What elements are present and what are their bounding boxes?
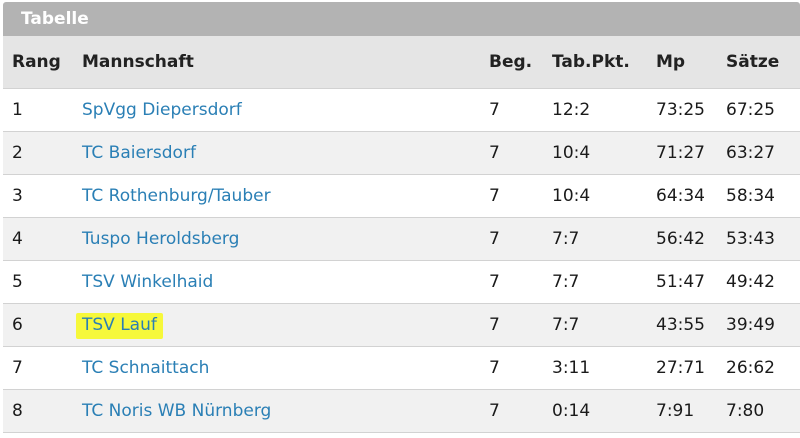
points-cell: 3:11 bbox=[552, 346, 656, 390]
points-cell: 12:2 bbox=[552, 88, 656, 132]
team-cell: TC Noris WB Nürnberg bbox=[82, 389, 489, 433]
rank-cell: 2 bbox=[3, 131, 82, 175]
column-header-points: Tab.Pkt. bbox=[552, 36, 656, 89]
matches-cell: 56:42 bbox=[656, 217, 726, 261]
table-row: 4 Tuspo Heroldsberg 7 7:7 56:42 53:43 bbox=[3, 217, 800, 261]
matches-cell: 27:71 bbox=[656, 346, 726, 390]
team-link[interactable]: TSV Winkelhaid bbox=[82, 272, 214, 292]
matches-cell: 43:55 bbox=[656, 303, 726, 347]
table-row: 8 TC Noris WB Nürnberg 7 0:14 7:91 7:80 bbox=[3, 389, 800, 433]
rank-cell: 3 bbox=[3, 174, 82, 218]
team-cell: TSV Lauf bbox=[76, 303, 489, 347]
sets-cell: 26:62 bbox=[726, 346, 800, 390]
rank-cell: 8 bbox=[3, 389, 82, 433]
sets-cell: 49:42 bbox=[726, 260, 800, 304]
standings-table: Rang Mannschaft Beg. Tab.Pkt. Mp Sätze 1… bbox=[3, 36, 800, 433]
standings-panel: Tabelle Rang Mannschaft Beg. Tab.Pkt. Mp… bbox=[3, 2, 800, 433]
sets-cell: 53:43 bbox=[726, 217, 800, 261]
table-header-row: Rang Mannschaft Beg. Tab.Pkt. Mp Sätze bbox=[3, 36, 800, 89]
sets-cell: 63:27 bbox=[726, 131, 800, 175]
rank-cell: 7 bbox=[3, 346, 82, 390]
team-link[interactable]: TSV Lauf bbox=[76, 313, 163, 339]
sets-cell: 67:25 bbox=[726, 88, 800, 132]
played-cell: 7 bbox=[489, 303, 552, 347]
sets-cell: 7:80 bbox=[726, 389, 800, 433]
points-cell: 7:7 bbox=[552, 217, 656, 261]
played-cell: 7 bbox=[489, 260, 552, 304]
team-link[interactable]: TC Schnaittach bbox=[82, 358, 210, 378]
played-cell: 7 bbox=[489, 389, 552, 433]
rank-cell: 5 bbox=[3, 260, 82, 304]
points-cell: 10:4 bbox=[552, 131, 656, 175]
table-row: 7 TC Schnaittach 7 3:11 27:71 26:62 bbox=[3, 346, 800, 390]
column-header-sets: Sätze bbox=[726, 36, 800, 89]
team-cell: TC Baiersdorf bbox=[82, 131, 489, 175]
table-row: 1 SpVgg Diepersdorf 7 12:2 73:25 67:25 bbox=[3, 88, 800, 132]
table-row: 5 TSV Winkelhaid 7 7:7 51:47 49:42 bbox=[3, 260, 800, 304]
team-cell: Tuspo Heroldsberg bbox=[82, 217, 489, 261]
played-cell: 7 bbox=[489, 174, 552, 218]
played-cell: 7 bbox=[489, 88, 552, 132]
points-cell: 7:7 bbox=[552, 303, 656, 347]
team-cell: TC Rothenburg/Tauber bbox=[82, 174, 489, 218]
team-cell: SpVgg Diepersdorf bbox=[82, 88, 489, 132]
table-row: 6 TSV Lauf 7 7:7 43:55 39:49 bbox=[3, 303, 800, 347]
points-cell: 0:14 bbox=[552, 389, 656, 433]
rank-cell: 6 bbox=[3, 303, 82, 347]
team-link[interactable]: Tuspo Heroldsberg bbox=[82, 229, 240, 249]
team-link[interactable]: TC Rothenburg/Tauber bbox=[82, 186, 271, 206]
points-cell: 7:7 bbox=[552, 260, 656, 304]
sets-cell: 58:34 bbox=[726, 174, 800, 218]
matches-cell: 7:91 bbox=[656, 389, 726, 433]
played-cell: 7 bbox=[489, 217, 552, 261]
rank-cell: 1 bbox=[3, 88, 82, 132]
column-header-team: Mannschaft bbox=[82, 36, 489, 89]
sets-cell: 39:49 bbox=[726, 303, 800, 347]
team-link[interactable]: TC Noris WB Nürnberg bbox=[82, 401, 272, 421]
points-cell: 10:4 bbox=[552, 174, 656, 218]
played-cell: 7 bbox=[489, 131, 552, 175]
column-header-rank: Rang bbox=[3, 36, 82, 89]
column-header-played: Beg. bbox=[489, 36, 552, 89]
matches-cell: 71:27 bbox=[656, 131, 726, 175]
team-cell: TC Schnaittach bbox=[82, 346, 489, 390]
team-link[interactable]: TC Baiersdorf bbox=[82, 143, 196, 163]
matches-cell: 64:34 bbox=[656, 174, 726, 218]
matches-cell: 73:25 bbox=[656, 88, 726, 132]
table-row: 2 TC Baiersdorf 7 10:4 71:27 63:27 bbox=[3, 131, 800, 175]
table-row: 3 TC Rothenburg/Tauber 7 10:4 64:34 58:3… bbox=[3, 174, 800, 218]
matches-cell: 51:47 bbox=[656, 260, 726, 304]
played-cell: 7 bbox=[489, 346, 552, 390]
team-link[interactable]: SpVgg Diepersdorf bbox=[82, 100, 242, 120]
panel-title: Tabelle bbox=[3, 2, 800, 36]
rank-cell: 4 bbox=[3, 217, 82, 261]
team-cell: TSV Winkelhaid bbox=[82, 260, 489, 304]
column-header-matches: Mp bbox=[656, 36, 726, 89]
